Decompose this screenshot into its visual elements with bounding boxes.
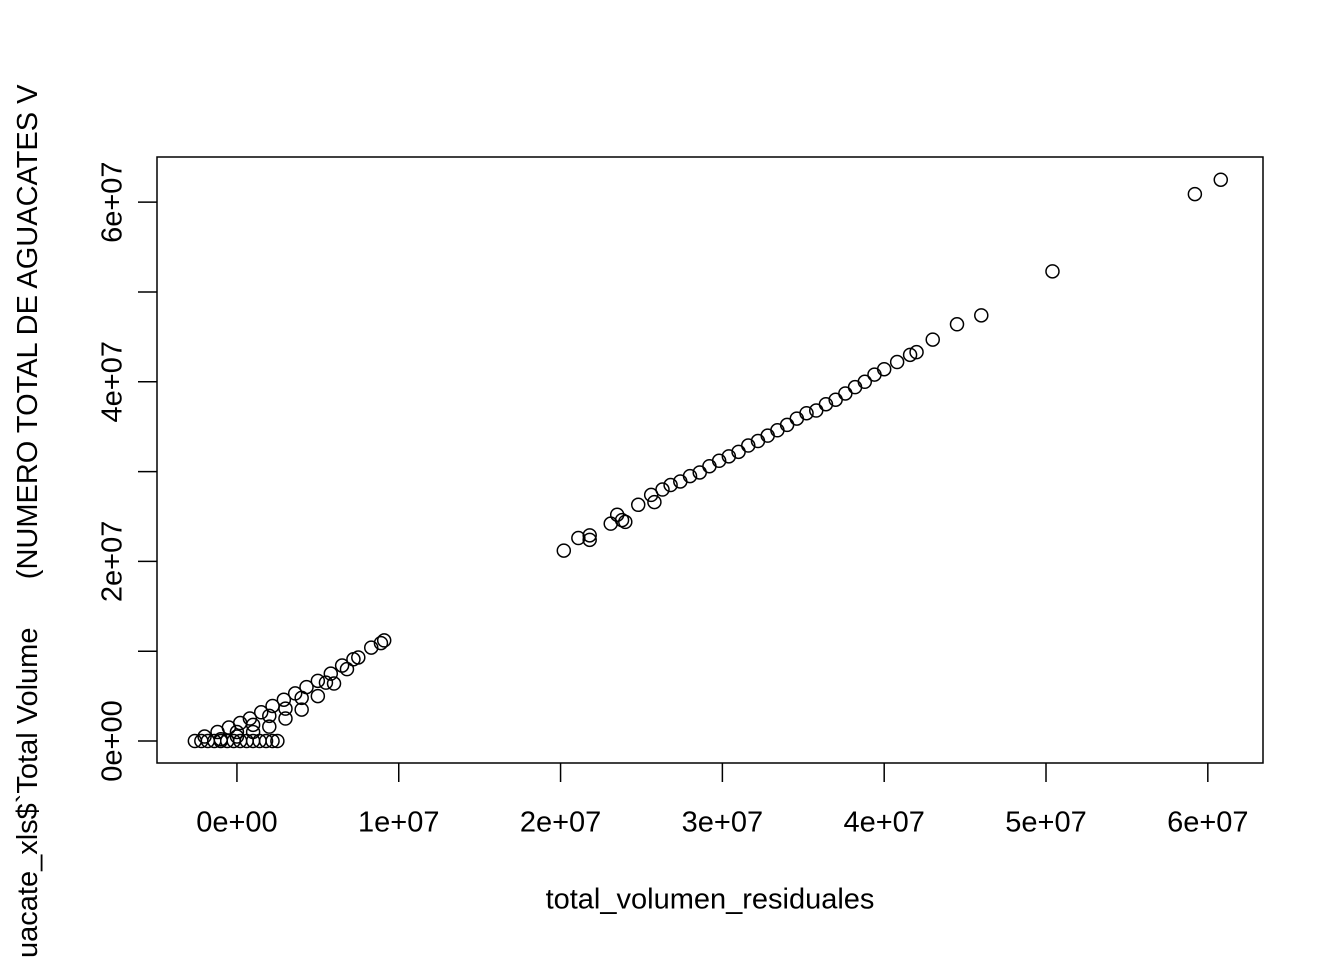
point bbox=[1213, 172, 1229, 187]
point bbox=[847, 379, 863, 395]
point bbox=[741, 438, 756, 453]
point bbox=[556, 543, 572, 558]
point bbox=[618, 514, 633, 530]
point bbox=[609, 507, 625, 522]
point bbox=[889, 354, 905, 370]
point bbox=[682, 468, 698, 484]
point bbox=[582, 532, 597, 548]
x-tick-label: 4e+07 bbox=[843, 807, 924, 839]
point bbox=[351, 650, 366, 665]
point bbox=[373, 635, 389, 651]
point bbox=[294, 690, 309, 706]
point bbox=[363, 640, 379, 655]
x-tick-label: 3e+07 bbox=[682, 807, 763, 839]
point bbox=[334, 658, 350, 673]
point bbox=[857, 374, 873, 390]
point bbox=[278, 701, 293, 716]
point bbox=[276, 692, 292, 707]
point bbox=[818, 396, 834, 412]
point bbox=[229, 724, 245, 740]
point bbox=[902, 347, 918, 363]
plot-frame bbox=[156, 156, 1264, 764]
point bbox=[310, 673, 326, 689]
point bbox=[647, 494, 662, 510]
point bbox=[770, 423, 785, 438]
point bbox=[974, 308, 989, 323]
point bbox=[326, 676, 342, 691]
point bbox=[711, 453, 727, 469]
point bbox=[270, 733, 285, 749]
point bbox=[655, 482, 670, 497]
point bbox=[663, 477, 678, 493]
x-axis-label: total_volumen_residuales bbox=[546, 884, 875, 916]
point bbox=[909, 344, 924, 360]
point bbox=[630, 497, 646, 513]
point bbox=[310, 688, 326, 704]
point bbox=[262, 719, 277, 734]
x-tick-label: 0e+00 bbox=[196, 807, 277, 839]
point bbox=[339, 661, 355, 677]
y-tick-label: 4e+07 bbox=[97, 341, 129, 422]
point bbox=[294, 702, 309, 717]
point bbox=[779, 417, 795, 433]
point bbox=[262, 708, 277, 724]
point bbox=[245, 717, 261, 733]
x-tick-label: 6e+07 bbox=[1167, 807, 1248, 839]
x-tick-label: 2e+07 bbox=[520, 807, 601, 839]
point bbox=[278, 711, 293, 726]
point bbox=[229, 729, 245, 744]
y-tick-label: 0e+00 bbox=[97, 700, 129, 781]
point bbox=[876, 361, 892, 377]
point bbox=[213, 731, 229, 747]
y-tick-label: 2e+07 bbox=[97, 521, 129, 602]
point bbox=[197, 729, 212, 744]
x-tick-label: 5e+07 bbox=[1005, 807, 1086, 839]
x-tick-label: 1e+07 bbox=[358, 807, 439, 839]
point bbox=[245, 724, 261, 740]
point bbox=[582, 528, 597, 543]
point bbox=[376, 633, 392, 648]
point bbox=[614, 512, 630, 528]
point bbox=[789, 411, 805, 426]
point bbox=[799, 405, 814, 421]
point bbox=[925, 332, 940, 347]
point bbox=[265, 733, 280, 749]
point bbox=[721, 449, 737, 464]
point bbox=[867, 367, 882, 382]
point bbox=[253, 705, 269, 720]
point bbox=[760, 428, 775, 443]
point bbox=[571, 530, 586, 546]
point bbox=[1045, 264, 1060, 279]
point bbox=[318, 675, 334, 690]
point bbox=[702, 458, 717, 474]
point bbox=[323, 666, 339, 681]
point bbox=[949, 317, 965, 332]
point bbox=[258, 733, 274, 749]
point bbox=[838, 386, 853, 401]
y-axis-label: uacate_xls$`Total Volume (NUMERO TOTAL D… bbox=[12, 84, 44, 958]
y-tick-label: 6e+07 bbox=[97, 161, 129, 242]
point bbox=[1187, 186, 1203, 202]
